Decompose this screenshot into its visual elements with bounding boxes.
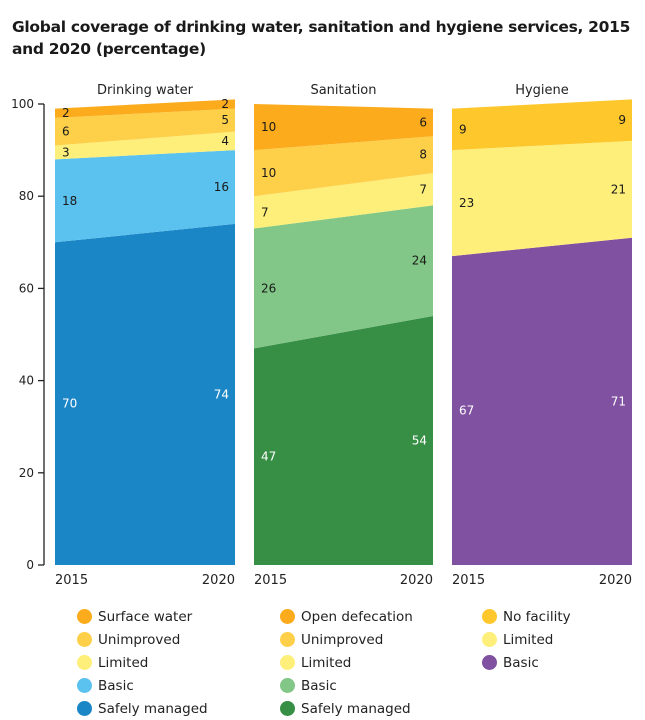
data-label-sanitation-safely-managed-2020: 54 (412, 434, 427, 448)
legend-item-open-defecation: Open defecation (280, 605, 413, 628)
panel-title-drinking-water: Drinking water (97, 83, 194, 98)
y-tick-label-80: 80 (19, 189, 34, 203)
data-label-sanitation-basic-2020: 24 (412, 254, 427, 268)
data-label-sanitation-safely-managed-2015: 47 (261, 450, 276, 464)
x-tick-label-hygiene-2015: 2015 (452, 573, 485, 588)
legend-item-basic: Basic (482, 651, 571, 674)
data-label-sanitation-open-defecation-2015: 10 (261, 120, 276, 134)
data-label-drinking-water-safely-managed-2020: 74 (214, 387, 229, 401)
area-hygiene-no-facility (452, 99, 632, 151)
legend-label: Basic (98, 677, 134, 694)
legend-swatch-icon (482, 609, 497, 624)
legend-label: Safely managed (98, 700, 208, 717)
legend-swatch-icon (482, 655, 497, 670)
x-tick-label-drinking-water-2020: 2020 (202, 573, 235, 588)
legend-label: No facility (503, 608, 571, 625)
legend-swatch-icon (77, 655, 92, 670)
panel-title-sanitation: Sanitation (310, 83, 376, 98)
area-sanitation-limited (254, 173, 433, 229)
legend-label: Surface water (98, 608, 193, 625)
legend-item-limited: Limited (280, 651, 413, 674)
legend-sanitation: Open defecation Unimproved Limited Basic Saf… (280, 605, 413, 720)
legend-swatch-icon (482, 632, 497, 647)
data-label-sanitation-limited-2020: 7 (419, 182, 427, 196)
legend-item-limited: Limited (77, 651, 208, 674)
legend-swatch-icon (77, 701, 92, 716)
legend-label: Open defecation (301, 608, 413, 625)
area-drinking-water-safely-managed (55, 223, 235, 566)
chart-title: Global coverage of drinking water, sanit… (12, 18, 631, 58)
legend-item-unimproved: Unimproved (77, 628, 208, 651)
legend-item-surface-water: Surface water (77, 605, 208, 628)
data-label-drinking-water-unimproved-2015: 6 (62, 125, 70, 139)
legend-item-limited: Limited (482, 628, 571, 651)
area-sanitation-open-defecation (254, 104, 433, 151)
x-tick-label-drinking-water-2015: 2015 (55, 573, 88, 588)
panel-title-hygiene: Hygiene (515, 83, 569, 98)
legend-label: Unimproved (301, 631, 384, 648)
y-tick-label-40: 40 (19, 374, 34, 388)
x-tick-label-sanitation-2015: 2015 (254, 573, 287, 588)
area-sanitation-unimproved (254, 136, 433, 197)
legend-swatch-icon (280, 701, 295, 716)
data-label-drinking-water-surface-water-2015: 2 (62, 106, 70, 120)
data-label-hygiene-limited-2015: 23 (459, 196, 474, 210)
y-tick-label-60: 60 (19, 281, 34, 295)
legend-swatch-icon (77, 678, 92, 693)
data-label-sanitation-unimproved-2015: 10 (261, 166, 276, 180)
area-drinking-water-basic (55, 150, 235, 243)
data-label-drinking-water-basic-2015: 18 (62, 194, 77, 208)
area-sanitation-basic (254, 205, 433, 349)
x-tick-label-hygiene-2020: 2020 (599, 573, 632, 588)
data-label-hygiene-basic-2015: 67 (459, 404, 474, 418)
legend-item-basic: Basic (77, 674, 208, 697)
area-sanitation-safely-managed (254, 316, 433, 565)
legend-swatch-icon (280, 632, 295, 647)
legend-item-basic: Basic (280, 674, 413, 697)
area-hygiene-limited (452, 140, 632, 257)
area-hygiene-basic (452, 237, 632, 565)
chart-area: 0 20 40 60 80 100 Drinking water 70 74 18 16 3 4 6 5 2 2… (11, 83, 632, 588)
legend-swatch-icon (280, 678, 295, 693)
data-label-hygiene-no-facility-2020: 9 (618, 113, 626, 127)
legend-swatch-icon (280, 655, 295, 670)
legend-drinking-water: Surface water Unimproved Limited Basic Safel… (77, 605, 208, 720)
legend-label: Limited (503, 631, 554, 648)
legend-swatch-icon (280, 609, 295, 624)
data-label-drinking-water-limited-2015: 3 (62, 145, 70, 159)
legend-label: Safely managed (301, 700, 411, 717)
legend-label: Basic (301, 677, 337, 694)
legend-item-safely-managed: Safely managed (77, 697, 208, 720)
data-label-sanitation-basic-2015: 26 (261, 281, 276, 295)
y-tick-label-100: 100 (11, 97, 34, 111)
legend-label: Limited (301, 654, 352, 671)
data-label-drinking-water-basic-2020: 16 (214, 180, 229, 194)
legend-item-unimproved: Unimproved (280, 628, 413, 651)
area-drinking-water-limited (55, 131, 235, 160)
legend-label: Basic (503, 654, 539, 671)
data-label-hygiene-no-facility-2015: 9 (459, 122, 467, 136)
legend-hygiene: No facility Limited Basic (482, 605, 571, 674)
data-label-drinking-water-unimproved-2020: 5 (221, 113, 229, 127)
legend-label: Limited (98, 654, 149, 671)
legend-swatch-icon (77, 609, 92, 624)
legend-item-no-facility: No facility (482, 605, 571, 628)
data-label-hygiene-limited-2020: 21 (611, 182, 626, 196)
data-label-drinking-water-safely-managed-2015: 70 (62, 397, 77, 411)
legend-swatch-icon (77, 632, 92, 647)
data-label-sanitation-unimproved-2020: 8 (419, 148, 427, 162)
data-label-sanitation-open-defecation-2020: 6 (419, 115, 427, 129)
data-label-sanitation-limited-2015: 7 (261, 205, 269, 219)
y-tick-label-20: 20 (19, 466, 34, 480)
data-label-drinking-water-limited-2020: 4 (221, 134, 229, 148)
legend-item-safely-managed: Safely managed (280, 697, 413, 720)
data-label-hygiene-basic-2020: 71 (611, 394, 626, 408)
x-tick-label-sanitation-2020: 2020 (400, 573, 433, 588)
data-label-drinking-water-surface-water-2020: 2 (221, 97, 229, 111)
area-drinking-water-surface-water (55, 99, 235, 118)
y-tick-label-0: 0 (26, 558, 34, 572)
area-drinking-water-unimproved (55, 108, 235, 146)
legend-label: Unimproved (98, 631, 181, 648)
